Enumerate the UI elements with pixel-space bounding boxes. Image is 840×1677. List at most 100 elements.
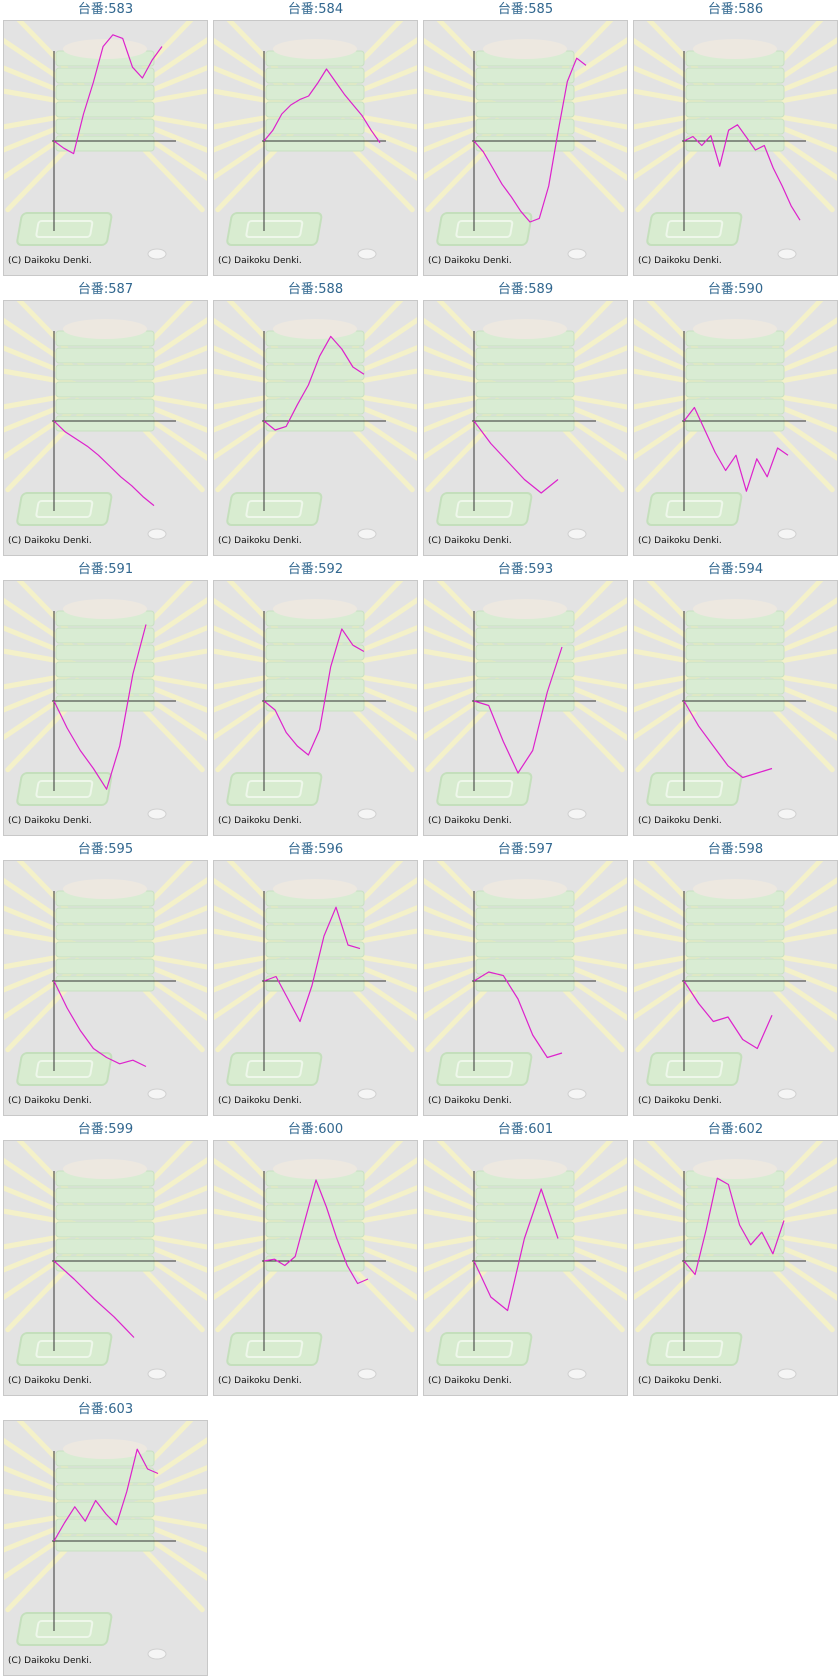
payout-line bbox=[53, 34, 163, 155]
machine-graph-596[interactable]: 台番:596 (C) Daikoku Denki. bbox=[213, 841, 418, 1117]
pile bbox=[273, 599, 357, 619]
box-stack bbox=[55, 1255, 155, 1272]
graph-svg bbox=[634, 301, 837, 540]
payout-line bbox=[263, 68, 381, 144]
machine-graph-595[interactable]: 台番:595 (C) Daikoku Denki. bbox=[3, 841, 208, 1117]
box-stack bbox=[685, 661, 785, 678]
machine-graph-601[interactable]: 台番:601 (C) Daikoku Denki. bbox=[423, 1121, 628, 1397]
box-stack bbox=[685, 1187, 785, 1204]
machine-number-label[interactable]: 台番:583 bbox=[3, 1, 208, 19]
ray bbox=[4, 391, 78, 410]
background-art bbox=[4, 301, 207, 540]
machine-label-prefix: 台番: bbox=[287, 2, 319, 17]
machine-graph-591[interactable]: 台番:591 (C) Daikoku Denki. bbox=[3, 561, 208, 837]
machine-graph-584[interactable]: 台番:584 (C) Daikoku Denki. bbox=[213, 1, 418, 277]
box-stack bbox=[265, 627, 365, 644]
machine-number-label[interactable]: 台番:587 bbox=[3, 281, 208, 299]
machine-graph-594[interactable]: 台番:594 (C) Daikoku Denki. bbox=[633, 561, 838, 837]
machine-graph-600[interactable]: 台番:600 (C) Daikoku Denki. bbox=[213, 1121, 418, 1397]
payout-line bbox=[473, 57, 587, 223]
machine-number: 602 bbox=[738, 1122, 764, 1137]
background-art bbox=[424, 21, 627, 260]
graph-panel: (C) Daikoku Denki. bbox=[213, 300, 418, 556]
machine-number-label[interactable]: 台番:602 bbox=[633, 1121, 838, 1139]
box-stack bbox=[685, 364, 785, 381]
tray bbox=[226, 212, 323, 246]
machine-number-label[interactable]: 台番:589 bbox=[423, 281, 628, 299]
machine-number-label[interactable]: 台番:591 bbox=[3, 561, 208, 579]
box-stack bbox=[265, 347, 365, 364]
machine-number-label[interactable]: 台番:596 bbox=[213, 841, 418, 859]
coin bbox=[147, 1648, 167, 1660]
machine-number: 595 bbox=[108, 842, 134, 857]
machine-number-label[interactable]: 台番:597 bbox=[423, 841, 628, 859]
ray bbox=[342, 88, 417, 107]
coin bbox=[147, 528, 167, 540]
background-art bbox=[214, 861, 417, 1100]
box-stack bbox=[55, 67, 155, 84]
graph-svg bbox=[214, 1141, 417, 1380]
machine-graph-602[interactable]: 台番:602 (C) Daikoku Denki. bbox=[633, 1121, 838, 1397]
machine-graph-587[interactable]: 台番:587 (C) Daikoku Denki. bbox=[3, 281, 208, 557]
machine-graph-597[interactable]: 台番:597 (C) Daikoku Denki. bbox=[423, 841, 628, 1117]
machine-number-label[interactable]: 台番:590 bbox=[633, 281, 838, 299]
machine-number-label[interactable]: 台番:600 bbox=[213, 1121, 418, 1139]
machine-number-label[interactable]: 台番:585 bbox=[423, 1, 628, 19]
tray-inner bbox=[665, 1060, 724, 1078]
machine-number-label[interactable]: 台番:588 bbox=[213, 281, 418, 299]
box-stack bbox=[475, 1221, 575, 1238]
tray-inner bbox=[245, 1060, 304, 1078]
machine-graph-585[interactable]: 台番:585 (C) Daikoku Denki. bbox=[423, 1, 628, 277]
machine-number-label[interactable]: 台番:595 bbox=[3, 841, 208, 859]
machine-number: 599 bbox=[108, 1122, 134, 1137]
box-stack bbox=[55, 347, 155, 364]
machine-number-label[interactable]: 台番:598 bbox=[633, 841, 838, 859]
machine-graph-589[interactable]: 台番:589 (C) Daikoku Denki. bbox=[423, 281, 628, 557]
machine-label-prefix: 台番: bbox=[77, 1402, 109, 1417]
box-stack bbox=[475, 661, 575, 678]
box-stack bbox=[265, 1238, 365, 1255]
box-stack bbox=[475, 67, 575, 84]
machine-number-label[interactable]: 台番:594 bbox=[633, 561, 838, 579]
machine-graph-583[interactable]: 台番:583 (C) Daikoku Denki. bbox=[3, 1, 208, 277]
copyright-credit: (C) Daikoku Denki. bbox=[638, 536, 722, 546]
box-stack bbox=[55, 1518, 155, 1535]
machine-number-label[interactable]: 台番:586 bbox=[633, 1, 838, 19]
machine-number-label[interactable]: 台番:592 bbox=[213, 561, 418, 579]
machine-graph-586[interactable]: 台番:586 (C) Daikoku Denki. bbox=[633, 1, 838, 277]
machine-number-label[interactable]: 台番:601 bbox=[423, 1121, 628, 1139]
machine-number-label[interactable]: 台番:593 bbox=[423, 561, 628, 579]
ray bbox=[132, 648, 207, 667]
ray bbox=[132, 1511, 207, 1530]
machine-number-label[interactable]: 台番:584 bbox=[213, 1, 418, 19]
pile bbox=[483, 1159, 567, 1179]
ray bbox=[4, 368, 78, 387]
copyright-credit: (C) Daikoku Denki. bbox=[218, 1096, 302, 1106]
coin bbox=[357, 808, 377, 820]
ray bbox=[214, 648, 288, 667]
machine-graph-599[interactable]: 台番:599 (C) Daikoku Denki. bbox=[3, 1121, 208, 1397]
ray bbox=[214, 1231, 288, 1250]
graph-panel: (C) Daikoku Denki. bbox=[423, 300, 628, 556]
box-stack bbox=[475, 135, 575, 152]
machine-graph-588[interactable]: 台番:588 (C) Daikoku Denki. bbox=[213, 281, 418, 557]
tray-inner bbox=[35, 780, 94, 798]
coin bbox=[357, 248, 377, 260]
graph-svg bbox=[424, 581, 627, 820]
machine-label-prefix: 台番: bbox=[497, 562, 529, 577]
ray bbox=[342, 1231, 417, 1250]
machine-number-label[interactable]: 台番:599 bbox=[3, 1121, 208, 1139]
box-stack bbox=[685, 101, 785, 118]
background-art bbox=[634, 861, 837, 1100]
machine-graph-593[interactable]: 台番:593 (C) Daikoku Denki. bbox=[423, 561, 628, 837]
machine-number: 596 bbox=[318, 842, 344, 857]
box-stack bbox=[475, 101, 575, 118]
machine-number-label[interactable]: 台番:603 bbox=[3, 1401, 208, 1419]
machine-graph-592[interactable]: 台番:592 (C) Daikoku Denki. bbox=[213, 561, 418, 837]
box-stack bbox=[55, 364, 155, 381]
machine-graph-603[interactable]: 台番:603 (C) Daikoku Denki. bbox=[3, 1401, 208, 1677]
machine-graph-590[interactable]: 台番:590 (C) Daikoku Denki. bbox=[633, 281, 838, 557]
tray-inner bbox=[35, 1620, 94, 1638]
machine-graph-598[interactable]: 台番:598 (C) Daikoku Denki. bbox=[633, 841, 838, 1117]
box-stack bbox=[55, 1204, 155, 1221]
